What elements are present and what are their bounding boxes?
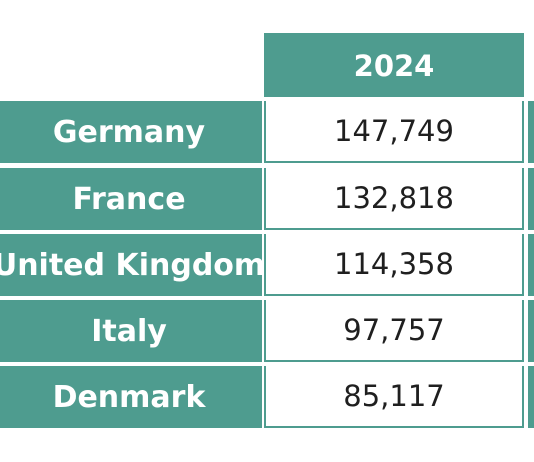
value-cell-denmark: 85,117 bbox=[264, 366, 524, 428]
column-header-2024: 2024 bbox=[264, 33, 524, 97]
row-label-france: France bbox=[0, 168, 262, 230]
next-column-edge bbox=[528, 234, 534, 296]
row-label-united-kingdom: United Kingdom bbox=[0, 234, 262, 296]
row-label-denmark: Denmark bbox=[0, 366, 262, 428]
row-label-italy: Italy bbox=[0, 300, 262, 362]
next-column-edge bbox=[528, 168, 534, 230]
next-column-edge bbox=[528, 366, 534, 428]
value-cell-france: 132,818 bbox=[264, 168, 524, 230]
next-column-edge bbox=[528, 300, 534, 362]
row-label-germany: Germany bbox=[0, 101, 262, 163]
value-cell-italy: 97,757 bbox=[264, 300, 524, 362]
value-cell-germany: 147,749 bbox=[264, 101, 524, 163]
value-cell-united-kingdom: 114,358 bbox=[264, 234, 524, 296]
next-column-edge bbox=[528, 101, 534, 163]
